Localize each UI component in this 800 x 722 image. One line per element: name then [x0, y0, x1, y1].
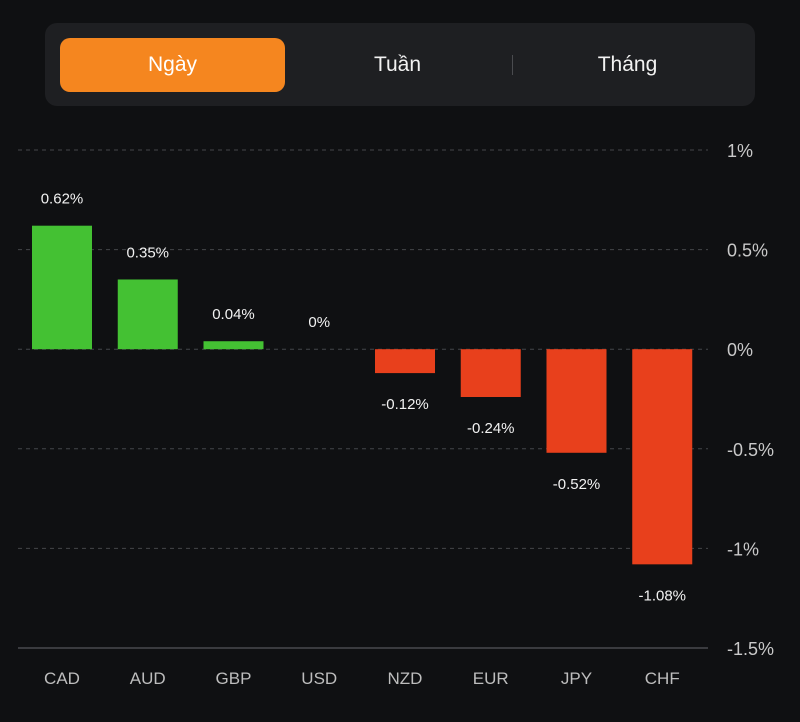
x-tick-label: GBP — [216, 669, 252, 688]
tab-divider — [512, 55, 513, 75]
y-tick-label: 1% — [727, 141, 753, 161]
bar-gbp — [203, 341, 264, 350]
x-tick-label: CHF — [645, 669, 680, 688]
value-label: 0.62% — [41, 191, 84, 208]
y-tick-label: 0% — [727, 340, 753, 360]
value-label: 0.04% — [212, 306, 255, 323]
value-label: -0.12% — [381, 396, 429, 413]
bar-cad — [32, 225, 92, 350]
tab-month[interactable]: Tháng — [597, 53, 658, 76]
y-tick-label: 0.5% — [727, 241, 768, 261]
bar-jpy — [546, 349, 607, 453]
x-tick-label: CAD — [44, 669, 80, 688]
tab-week[interactable]: Tuần — [373, 53, 422, 76]
value-label: -1.08% — [638, 587, 686, 604]
bar-aud — [117, 279, 178, 350]
tab-day[interactable]: Ngày — [60, 38, 285, 92]
x-tick-label: NZD — [388, 669, 423, 688]
x-tick-label: USD — [301, 669, 337, 688]
bar-eur — [460, 349, 521, 398]
y-tick-label: -1.5% — [727, 639, 774, 659]
x-tick-label: AUD — [130, 669, 166, 688]
value-label: 0% — [308, 314, 330, 331]
period-selector: Ngày Tuần Tháng — [45, 23, 755, 106]
value-label: 0.35% — [126, 244, 169, 261]
y-tick-label: -1% — [727, 539, 759, 559]
bar-chf — [632, 349, 693, 565]
x-tick-label: EUR — [473, 669, 509, 688]
value-label: -0.52% — [553, 476, 601, 493]
y-tick-label: -0.5% — [727, 440, 774, 460]
bar-nzd — [375, 349, 435, 374]
x-tick-label: JPY — [561, 669, 592, 688]
value-label: -0.24% — [467, 420, 515, 437]
